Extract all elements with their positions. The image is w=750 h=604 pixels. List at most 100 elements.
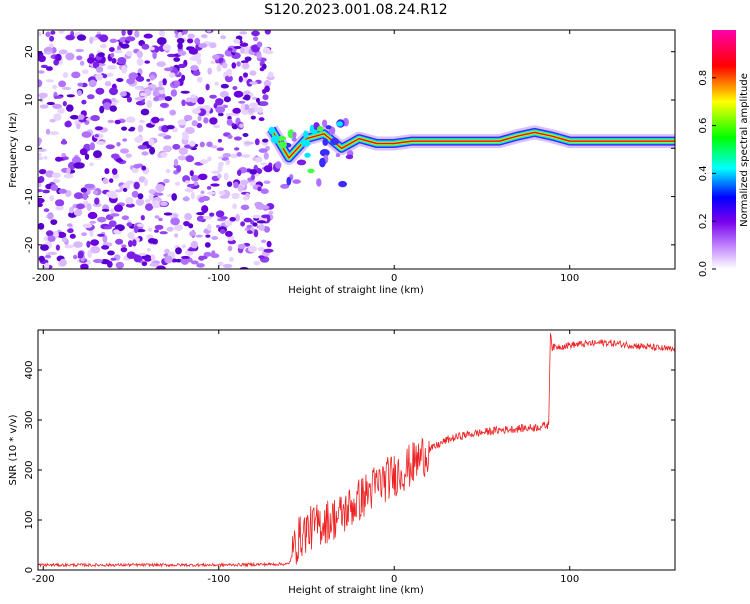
noise-blob xyxy=(81,69,89,74)
noise-blob xyxy=(180,257,189,265)
noise-blob xyxy=(231,62,237,69)
noise-blob xyxy=(129,126,136,131)
y-tick-label: -20 xyxy=(24,237,35,253)
noise-blob xyxy=(211,236,219,240)
noise-blob xyxy=(160,152,168,158)
noise-blob xyxy=(152,89,160,98)
noise-blob xyxy=(111,153,120,159)
noise-blob xyxy=(181,244,186,249)
noise-blob xyxy=(127,30,133,36)
noise-blob xyxy=(52,103,63,110)
noise-blob xyxy=(68,161,77,170)
noise-blob xyxy=(181,255,190,259)
noise-blob xyxy=(38,189,44,193)
noise-blob xyxy=(148,138,155,146)
noise-blob xyxy=(157,133,167,137)
noise-blob xyxy=(197,115,202,122)
transition-blob xyxy=(280,183,290,189)
noise-blob xyxy=(50,30,56,35)
noise-blob xyxy=(38,156,44,161)
noise-blob xyxy=(216,224,221,228)
noise-blob xyxy=(205,234,211,238)
noise-blob xyxy=(237,243,246,249)
noise-blob xyxy=(62,72,69,78)
noise-blob xyxy=(126,78,135,85)
noise-blob xyxy=(164,67,173,72)
noise-blob xyxy=(114,119,121,125)
noise-blob xyxy=(86,203,92,211)
noise-blob xyxy=(234,147,240,151)
noise-blob xyxy=(156,265,166,269)
noise-blob xyxy=(244,56,252,62)
noise-blob xyxy=(196,212,205,216)
noise-blob xyxy=(243,90,251,95)
noise-blob xyxy=(47,212,54,220)
noise-blob xyxy=(260,239,267,243)
noise-blob xyxy=(200,34,208,39)
transition-blob xyxy=(317,126,324,132)
noise-blob xyxy=(190,94,196,99)
transition-blob xyxy=(322,138,329,146)
noise-blob xyxy=(109,47,115,52)
noise-blob xyxy=(257,247,266,252)
noise-blob xyxy=(120,247,128,253)
noise-blob xyxy=(110,257,117,261)
noise-blob xyxy=(253,36,259,42)
transition-blob xyxy=(309,124,315,134)
noise-blob xyxy=(154,215,160,219)
noise-blob xyxy=(38,222,45,230)
noise-blob xyxy=(122,138,127,142)
noise-blob xyxy=(203,215,213,220)
noise-blob xyxy=(177,42,183,50)
transition-blob xyxy=(335,153,340,158)
noise-blob xyxy=(82,192,88,201)
noise-blob xyxy=(225,159,231,166)
noise-blob xyxy=(185,155,195,163)
noise-blob xyxy=(69,233,76,239)
noise-blob xyxy=(45,31,51,38)
noise-blob xyxy=(180,90,190,94)
noise-blob xyxy=(80,187,88,193)
noise-blob xyxy=(101,73,108,79)
colorbar-tick-label: 0.0 xyxy=(698,261,709,277)
noise-blob xyxy=(38,255,45,262)
noise-blob xyxy=(230,153,238,159)
noise-blob xyxy=(164,96,172,102)
noise-blob xyxy=(242,62,249,69)
noise-blob xyxy=(38,176,45,183)
noise-blob xyxy=(76,55,83,61)
noise-blob xyxy=(140,215,145,221)
noise-blob xyxy=(194,37,201,45)
noise-blob xyxy=(105,144,115,150)
noise-blob xyxy=(243,94,251,101)
spectrogram-frame xyxy=(37,29,676,270)
noise-blob xyxy=(225,230,233,237)
noise-blob xyxy=(92,202,102,208)
noise-blob xyxy=(153,96,160,102)
noise-blob xyxy=(191,120,198,127)
noise-blob xyxy=(96,66,104,73)
noise-blob xyxy=(206,186,212,190)
noise-blob xyxy=(190,240,199,249)
noise-blob xyxy=(247,230,253,234)
noise-blob xyxy=(97,216,107,223)
noise-blob xyxy=(176,37,185,44)
noise-blob xyxy=(127,231,135,239)
noise-blob xyxy=(67,223,73,227)
y-tick-label: 200 xyxy=(24,460,35,479)
noise-blob xyxy=(132,239,137,247)
noise-blob xyxy=(192,70,201,76)
noise-blob xyxy=(70,115,79,120)
noise-blob xyxy=(164,255,173,264)
noise-blob xyxy=(93,258,103,264)
noise-blob xyxy=(121,244,127,248)
noise-blob xyxy=(268,210,274,215)
noise-blob xyxy=(214,81,219,86)
noise-blob xyxy=(247,107,255,114)
noise-blob xyxy=(63,173,74,179)
noise-blob xyxy=(119,91,127,97)
noise-blob xyxy=(103,226,113,230)
noise-blob xyxy=(110,192,118,199)
noise-blob xyxy=(136,58,144,66)
noise-blob xyxy=(38,152,42,157)
